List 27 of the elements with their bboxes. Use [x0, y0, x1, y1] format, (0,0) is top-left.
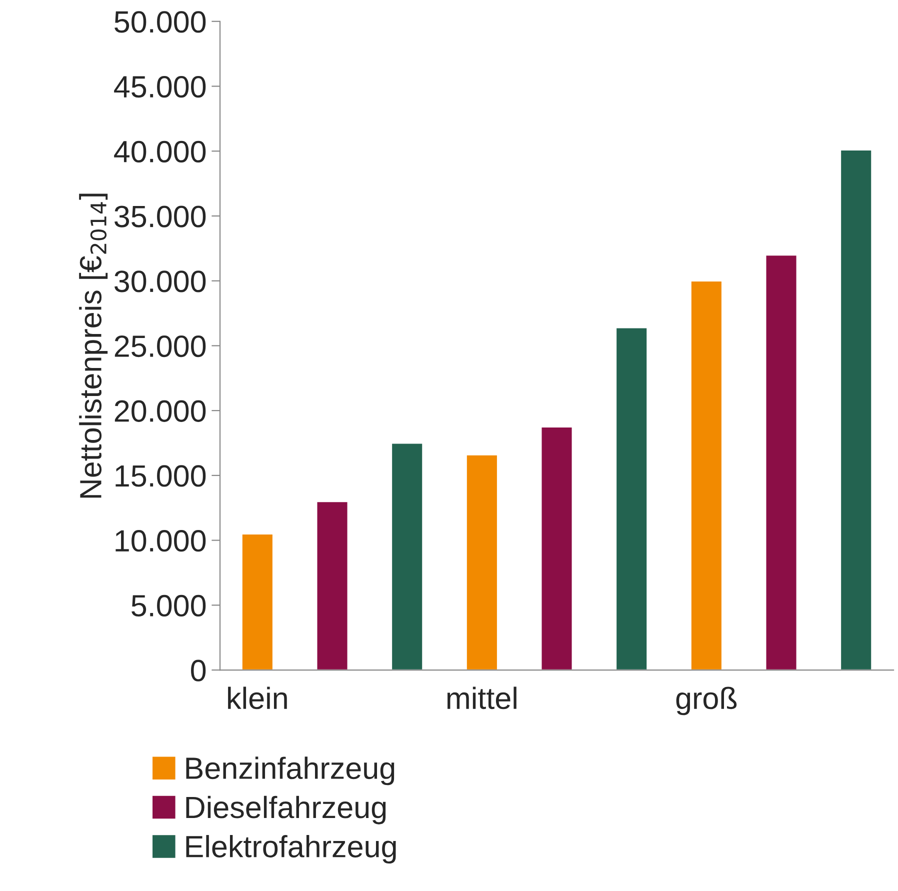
y-tick-label: 10.000: [116, 530, 206, 552]
y-tick-label: 45.000: [114, 76, 206, 98]
legend-label: Benzinfahrzeug: [186, 756, 394, 786]
legend-label: Dieselfahrzeug: [186, 796, 386, 824]
y-tick-label: 35.000: [114, 206, 206, 228]
bar: [390, 442, 424, 670]
bar: [466, 454, 498, 670]
x-tick-label: mittel: [447, 686, 516, 710]
bar: [316, 500, 349, 670]
bar: [540, 426, 574, 670]
y-tick-label: 50.000: [114, 11, 206, 33]
y-tick-label: 0: [191, 660, 206, 682]
y-tick-label: 30.000: [114, 270, 206, 292]
bar: [764, 254, 798, 670]
legend-label: Elektrofahrzeug: [186, 835, 396, 864]
y-tick-label: 5.000: [132, 594, 206, 617]
y-tick-label: 40.000: [114, 140, 206, 162]
bar: [840, 149, 873, 670]
bar: [690, 280, 723, 670]
x-tick-label: klein: [228, 686, 287, 710]
y-tick-label: 20.000: [114, 400, 206, 422]
bar: [615, 326, 648, 670]
x-tick-label: groß: [676, 686, 737, 716]
y-tick-label: 25.000: [114, 335, 206, 358]
bar: [241, 533, 274, 670]
y-tick-label: 15.000: [116, 465, 206, 487]
y-axis-title: Nettolistenpreis [€$_{2014}$]: [79, 194, 108, 498]
